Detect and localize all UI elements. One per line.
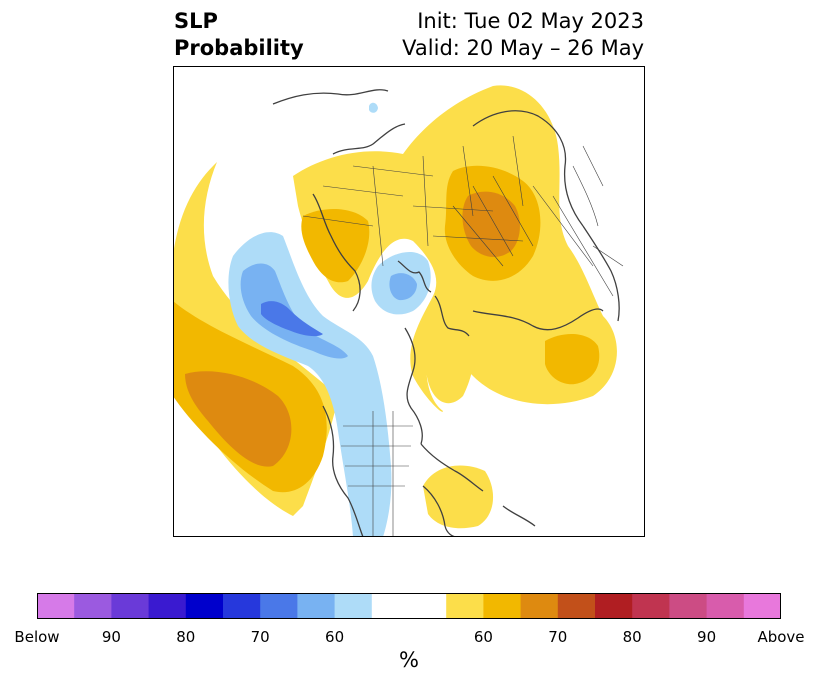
- probability-map: [173, 66, 645, 537]
- colorbar-cell: [74, 593, 112, 619]
- alaska-below-80-region: [261, 301, 323, 337]
- colorbar-tick-label: Below: [14, 628, 60, 646]
- pacific-above-80-region: [185, 371, 292, 467]
- colorbar-cell: [297, 593, 336, 619]
- colorbar-tick-label: 60: [473, 628, 493, 646]
- map-title-left: SLP Probability: [174, 8, 304, 62]
- labrador-above-60-region: [420, 310, 475, 404]
- colorbar-tick-label: 90: [697, 628, 717, 646]
- colorbar: [37, 593, 781, 619]
- colorbar-cell: [706, 593, 745, 619]
- colorbar-cell: [111, 593, 150, 619]
- gulf-above-60-region: [423, 465, 494, 529]
- colorbar-unit-label: %: [399, 648, 419, 672]
- colorbar-cell: [334, 593, 373, 619]
- colorbar-cell: [148, 593, 187, 619]
- colorbar-tick-label: 70: [250, 628, 270, 646]
- colorbar-cell: [557, 593, 596, 619]
- colorbar-cell: [632, 593, 670, 619]
- atlantic-above-70-region: [545, 334, 600, 385]
- map-title-right: Init: Tue 02 May 2023 Valid: 20 May – 26…: [402, 8, 644, 62]
- colorbar-cell: [37, 593, 75, 619]
- colorbar-cell: [520, 593, 559, 619]
- title-quantity: Probability: [174, 36, 304, 60]
- colorbar-tick-label: Above: [757, 628, 805, 646]
- political-borders: [302, 135, 624, 536]
- colorbar-tick-label: 80: [176, 628, 196, 646]
- colorbar-cell: [743, 593, 781, 619]
- colorbar-cell: [595, 593, 633, 619]
- colorbar-cell: [446, 593, 484, 619]
- colorbar-cell: [669, 593, 708, 619]
- colorbar-cell: [260, 593, 298, 619]
- colorbar-cell: [371, 593, 410, 619]
- valid-range: Valid: 20 May – 26 May: [402, 36, 644, 60]
- colorbar-tick-label: 80: [622, 628, 642, 646]
- small-below-60-region: [369, 102, 378, 113]
- colorbar-cell: [185, 593, 224, 619]
- colorbar-cell: [223, 593, 261, 619]
- eurasia-above-80-region: [462, 191, 520, 258]
- arctic-below-70-region: [389, 273, 417, 301]
- colorbar-tick-label: 60: [325, 628, 345, 646]
- alaska-below-70-region: [240, 263, 348, 359]
- init-date: Init: Tue 02 May 2023: [417, 9, 644, 33]
- colorbar-tick-label: 70: [548, 628, 568, 646]
- colorbar-tick-label: 90: [101, 628, 121, 646]
- coastlines: [272, 89, 620, 537]
- colorbar-cell: [409, 593, 447, 619]
- colorbar-cell: [483, 593, 522, 619]
- title-variable: SLP: [174, 9, 218, 33]
